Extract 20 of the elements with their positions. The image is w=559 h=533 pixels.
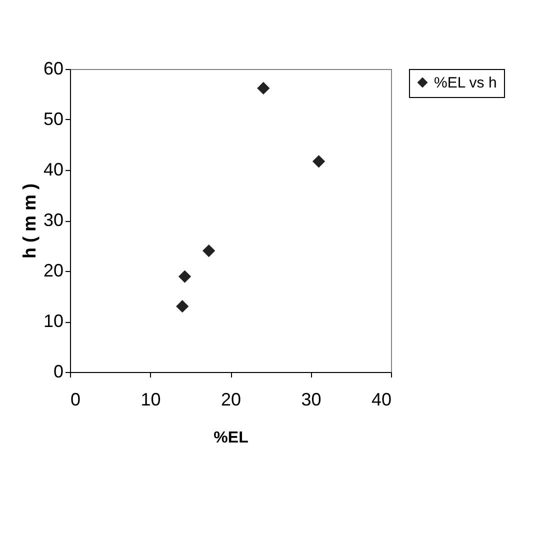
legend-label: %EL vs h [434, 74, 497, 92]
y-tick-label: 40 [43, 160, 64, 180]
y-axis-title: h ( m m ) [19, 183, 40, 258]
y-tick-label: 50 [43, 109, 64, 129]
y-tick-label: 30 [43, 210, 64, 230]
y-tick-label: 10 [43, 311, 64, 331]
x-tick-label: 0 [70, 390, 81, 410]
x-tick-label: 30 [301, 390, 322, 410]
x-tick-label: 10 [140, 390, 161, 410]
y-tick-label: 20 [43, 260, 64, 280]
point [176, 300, 189, 313]
y-tick-label: 0 [53, 362, 64, 382]
point [202, 244, 216, 258]
x-axis-title: %EL [214, 430, 249, 446]
point [312, 155, 326, 168]
point [257, 82, 270, 95]
y-tick-label: 60 [43, 58, 64, 78]
point [178, 270, 192, 283]
x-tick-label: 40 [371, 390, 392, 410]
x-tick-label: 20 [220, 390, 242, 410]
